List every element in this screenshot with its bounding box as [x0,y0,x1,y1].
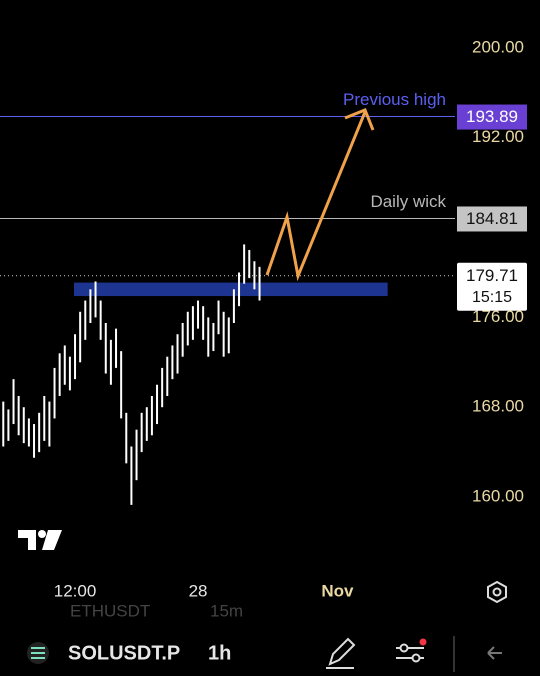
level-label: Daily wick [370,192,446,211]
level-label: Previous high [343,90,446,109]
price-tag [457,206,527,232]
x-tick-label: 28 [189,581,208,600]
overlay-interval: 15m [210,601,243,620]
projection-path [265,111,367,282]
y-tick-label: 200.00 [472,37,524,56]
toolbar [0,624,540,676]
x-tick-label: 12:00 [54,581,97,600]
draw-icon[interactable] [326,637,356,669]
countdown: 15:15 [472,289,512,306]
last-price-tag [457,262,527,311]
overlay-symbol: ETHUSDT [70,601,150,620]
logo [18,530,62,550]
undo-icon[interactable] [487,646,502,660]
projection-arrowhead [344,108,375,131]
indicators-icon[interactable] [396,638,427,663]
price-tag-label: 184.81 [466,209,518,228]
y-tick-label: 160.00 [472,487,524,506]
symbol[interactable]: SOLUSDT.P [68,642,180,664]
settings-icon[interactable] [487,580,507,604]
support-zone [74,282,388,297]
last-price-label: 179.71 [466,266,518,285]
x-tick-label: Nov [321,581,354,600]
y-tick-label: 176.00 [472,307,524,326]
plot-area: Previous high Daily wick [0,90,455,505]
interval[interactable]: 1h [208,642,231,664]
price-tag [457,104,527,130]
symbol-icon[interactable] [27,642,49,664]
y-tick-label: 168.00 [472,397,524,416]
price-tag-label: 193.89 [466,107,518,126]
y-tick-label: 192.00 [472,127,524,146]
